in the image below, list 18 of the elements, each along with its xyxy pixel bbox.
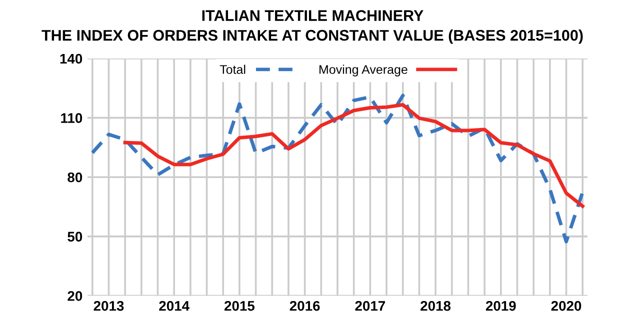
legend-label: Total <box>220 64 246 74</box>
legend-label: Moving Average <box>320 64 408 76</box>
x-tick-label: 2013 <box>94 300 124 311</box>
y-tick-label: 20 <box>68 291 82 301</box>
y-tick-label: 80 <box>68 172 82 182</box>
x-tick-label: 2016 <box>290 300 320 311</box>
x-tick-label: 2017 <box>355 300 386 311</box>
y-tick-label: 50 <box>68 232 82 242</box>
chart-title: ITALIAN TEXTILE MACHINERY THE INDEX OF ORDERS INTAKE AT CONSTANT VALUE (BASES 2015=100) <box>42 10 583 44</box>
line-series <box>123 103 584 208</box>
y-tick-label: 140 <box>60 54 82 64</box>
x-tick-label: 2015 <box>224 300 255 311</box>
x-tick-label: 2014 <box>159 300 190 311</box>
line-series <box>90 94 584 244</box>
x-tick-label: 2018 <box>420 300 451 311</box>
y-tick-label: 110 <box>61 113 82 123</box>
x-tick-label: 2020 <box>551 300 582 311</box>
x-tick-label: 2019 <box>486 300 516 311</box>
